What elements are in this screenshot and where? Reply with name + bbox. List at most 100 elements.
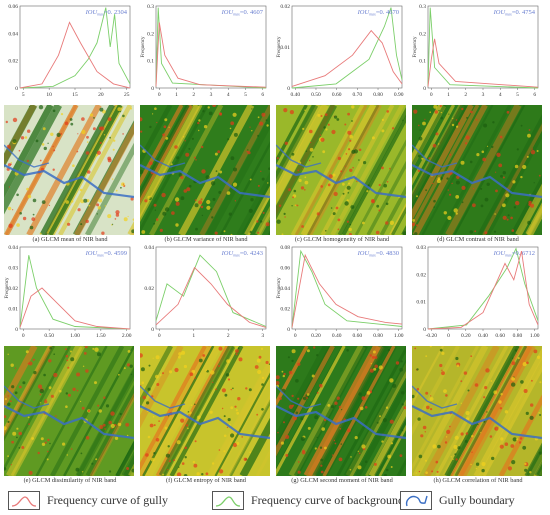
x-tick-label: 0 — [430, 92, 433, 98]
background-curve — [19, 255, 131, 330]
x-tick-label: 1 — [192, 333, 195, 339]
x-tick-label: 5 — [22, 92, 25, 98]
x-tick-label: 0.60 — [495, 333, 505, 339]
gully-boundary — [412, 405, 542, 440]
y-tick-label: 0.02 — [8, 286, 18, 292]
plot-area — [155, 246, 267, 330]
gully-boundary — [276, 164, 406, 199]
legend-gully: Frequency curve of gully — [8, 486, 168, 515]
gully-boundary — [276, 405, 406, 440]
plot-area — [155, 5, 267, 89]
y-tick-label: 0 — [423, 327, 426, 333]
x-tick-label: 0 — [22, 333, 25, 339]
plot-area — [19, 5, 131, 89]
x-tick-label: 4 — [499, 92, 502, 98]
plot-area — [291, 246, 403, 330]
y-tick-label: 0.02 — [8, 59, 18, 65]
y-tick-label: 0 — [151, 86, 154, 92]
legend: Frequency curve of gully Frequency curve… — [0, 486, 550, 515]
x-tick-label: 6 — [261, 92, 264, 98]
x-tick-label: 1 — [447, 92, 450, 98]
x-tick-label: 0.90 — [394, 92, 404, 98]
iou-label: IOUmax=0. 4754 — [493, 9, 536, 17]
background-swatch-icon — [212, 491, 244, 510]
panel-caption: (b) GLCM variance of NIR band — [164, 236, 248, 243]
panel-caption: (e) GLCM dissimilarity of NIR band — [23, 477, 117, 484]
x-tick-label: 1.00 — [530, 333, 540, 339]
x-tick-label: 5 — [244, 92, 247, 98]
iou-label: IOUmax=0. 6712 — [493, 250, 535, 258]
y-tick-label: 0.02 — [144, 286, 154, 292]
background-curve — [155, 254, 267, 327]
y-tick-label: 0.02 — [280, 307, 290, 313]
x-tick-label: 1 — [175, 92, 178, 98]
x-tick-label: 2 — [192, 92, 195, 98]
y-tick-label: 0.01 — [416, 300, 426, 306]
y-axis-label: Frequency — [277, 36, 282, 58]
y-tick-label: 0 — [287, 327, 290, 333]
x-tick-label: 0.70 — [353, 92, 363, 98]
gully-boundary — [140, 164, 270, 199]
x-tick-label: 0.60 — [353, 333, 363, 339]
x-tick-label: 0 — [447, 333, 450, 339]
x-tick-label: 0.80 — [373, 92, 383, 98]
texture-map-image — [276, 105, 406, 235]
x-tick-label: 1.00 — [394, 333, 404, 339]
panel-caption: (f) GLCM entropy of NIR band — [166, 477, 246, 484]
texture-map-image — [4, 105, 134, 235]
y-tick-label: 0.2 — [147, 31, 154, 37]
panel-caption: (d) GLCM contrast of NIR band — [437, 236, 519, 243]
y-axis-label: Frequency — [5, 277, 10, 299]
y-tick-label: 0 — [151, 327, 154, 333]
gully-curve — [19, 21, 131, 89]
gully-curve — [19, 287, 131, 330]
x-tick-label: 15 — [72, 92, 78, 98]
y-tick-label: 0.04 — [144, 245, 154, 251]
y-tick-label: 0.02 — [416, 272, 426, 278]
background-curve — [291, 7, 403, 89]
texture-map-image — [140, 346, 270, 476]
frequency-chart: 0.3 0.2 0.1 0 0 1 2 3 4 5 6 Frequency IOUmax=0. 4754 — [410, 2, 542, 102]
legend-background: Frequency curve of background — [212, 486, 404, 515]
y-tick-label: 0 — [15, 86, 18, 92]
background-curve — [291, 249, 403, 328]
gully-boundary — [4, 164, 134, 199]
iou-label: IOUmax=0. 2304 — [85, 9, 128, 17]
x-tick-label: 0.80 — [373, 333, 383, 339]
x-tick-label: 1.50 — [96, 333, 106, 339]
y-tick-label: 0.2 — [419, 31, 426, 37]
x-tick-label: 0.40 — [290, 92, 300, 98]
plot-area — [427, 5, 539, 89]
legend-gully-label: Frequency curve of gully — [47, 493, 168, 507]
legend-boundary-label: Gully boundary — [439, 493, 515, 507]
y-tick-label: 0.3 — [419, 4, 426, 10]
plot-area — [19, 246, 131, 330]
y-tick-label: 0.04 — [8, 31, 18, 37]
y-tick-label: 0 — [423, 86, 426, 92]
y-axis-label: Frequency — [413, 36, 418, 58]
gully-curve — [155, 22, 267, 88]
y-tick-label: 0.04 — [280, 286, 290, 292]
x-tick-label: 1.00 — [70, 333, 80, 339]
y-tick-label: 0.08 — [280, 245, 290, 251]
gully-boundary — [140, 405, 270, 440]
y-tick-label: 0.06 — [280, 266, 290, 272]
x-tick-label: 0 — [158, 333, 161, 339]
x-tick-label: 5 — [516, 92, 519, 98]
iou-label: IOUmax=0. 4599 — [85, 250, 127, 258]
y-tick-label: 0.3 — [147, 4, 154, 10]
y-tick-label: 0.03 — [8, 266, 18, 272]
y-tick-label: 0.1 — [419, 59, 426, 65]
x-tick-label: 0.40 — [332, 333, 342, 339]
gully-curve — [427, 250, 539, 330]
legend-boundary: Gully boundary — [400, 486, 515, 515]
iou-label: IOUmax=0. 4830 — [357, 250, 399, 258]
x-tick-label: 2 — [464, 92, 467, 98]
y-tick-label: 0 — [15, 327, 18, 333]
x-tick-label: 3 — [210, 92, 213, 98]
y-tick-label: 0.1 — [147, 59, 154, 65]
x-tick-label: 0.50 — [311, 92, 321, 98]
x-tick-label: 0.60 — [332, 92, 342, 98]
y-tick-label: 0.02 — [280, 4, 290, 10]
texture-map-image — [140, 105, 270, 235]
